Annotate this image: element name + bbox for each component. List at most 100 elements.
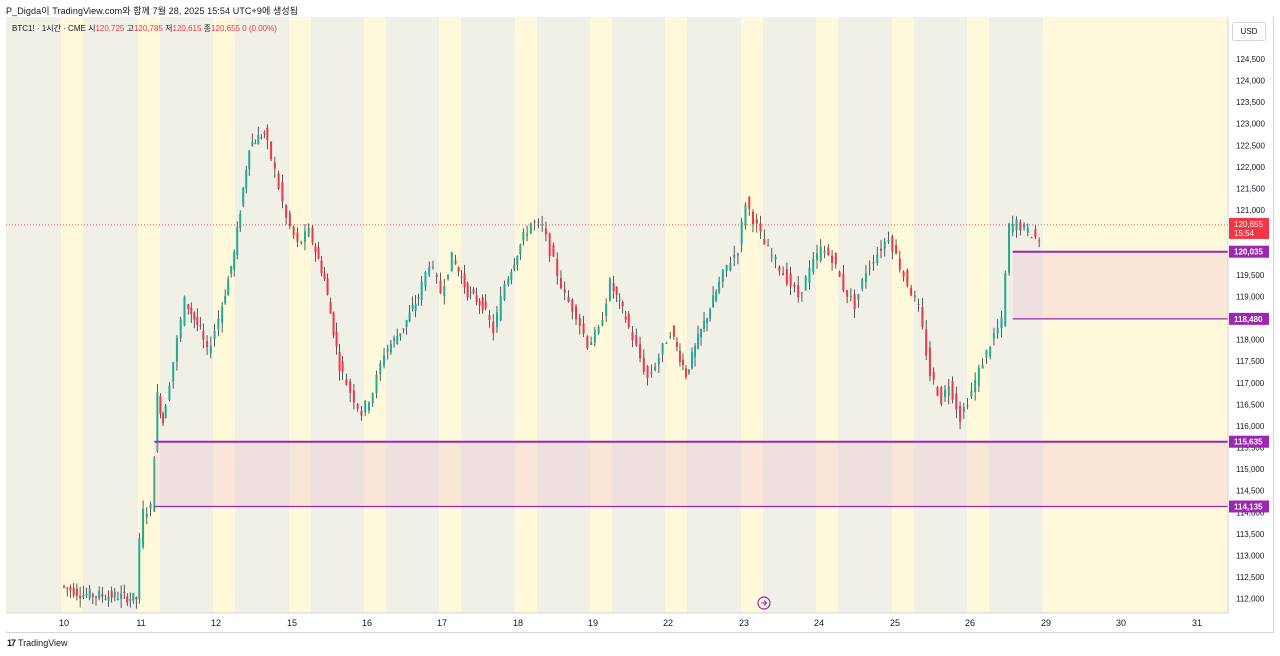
candle-body[interactable] xyxy=(627,313,630,328)
candle-body[interactable] xyxy=(292,226,295,236)
candle-body[interactable] xyxy=(472,289,475,293)
candle-body[interactable] xyxy=(654,366,657,370)
candle-body[interactable] xyxy=(642,357,645,372)
candle-body[interactable] xyxy=(469,291,472,293)
candle-body[interactable] xyxy=(239,213,242,228)
candle-body[interactable] xyxy=(970,390,973,397)
candle-body[interactable] xyxy=(925,329,928,356)
candle-body[interactable] xyxy=(499,296,502,321)
candle-body[interactable] xyxy=(454,260,457,264)
candle-body[interactable] xyxy=(389,343,392,353)
candle-body[interactable] xyxy=(582,323,585,334)
candle-body[interactable] xyxy=(516,256,519,265)
candle-body[interactable] xyxy=(715,291,718,301)
candle-body[interactable] xyxy=(838,271,841,277)
candle-body[interactable] xyxy=(383,355,386,366)
candle-body[interactable] xyxy=(804,276,807,291)
candle-body[interactable] xyxy=(254,143,257,145)
candle-body[interactable] xyxy=(187,304,190,309)
candle-body[interactable] xyxy=(248,150,251,169)
candle-body[interactable] xyxy=(303,231,306,242)
candle-body[interactable] xyxy=(729,263,732,271)
candle-body[interactable] xyxy=(367,402,370,411)
candle-body[interactable] xyxy=(895,244,898,254)
candle-body[interactable] xyxy=(375,374,378,394)
candle-body[interactable] xyxy=(709,309,712,319)
candle-body[interactable] xyxy=(332,312,335,336)
candle-body[interactable] xyxy=(522,232,525,241)
candle-body[interactable] xyxy=(352,390,355,403)
candle-body[interactable] xyxy=(913,295,916,297)
candle-body[interactable] xyxy=(428,266,431,275)
candle-body[interactable] xyxy=(113,592,116,597)
candle-body[interactable] xyxy=(789,273,792,287)
candle-body[interactable] xyxy=(928,347,931,377)
candle-body[interactable] xyxy=(402,328,405,330)
candle-body[interactable] xyxy=(1015,219,1018,231)
candle-body[interactable] xyxy=(371,393,374,403)
candle-body[interactable] xyxy=(450,251,453,272)
candle-body[interactable] xyxy=(748,197,751,209)
candle-body[interactable] xyxy=(393,337,396,341)
candle-body[interactable] xyxy=(996,327,999,334)
candle-body[interactable] xyxy=(782,273,785,276)
candle-body[interactable] xyxy=(439,280,442,294)
candle-body[interactable] xyxy=(936,387,939,396)
candle-body[interactable] xyxy=(646,366,649,379)
candle-body[interactable] xyxy=(257,134,260,145)
candle-body[interactable] xyxy=(902,271,905,277)
candle-body[interactable] xyxy=(751,211,754,225)
candle-body[interactable] xyxy=(221,306,224,324)
candle-body[interactable] xyxy=(110,590,113,598)
candle-body[interactable] xyxy=(408,312,411,322)
candle-body[interactable] xyxy=(639,344,642,359)
candle-body[interactable] xyxy=(541,224,544,226)
candle-body[interactable] xyxy=(770,255,773,257)
candle-body[interactable] xyxy=(868,267,871,270)
candle-body[interactable] xyxy=(672,325,675,337)
candle-body[interactable] xyxy=(544,228,547,235)
candle-body[interactable] xyxy=(356,404,359,409)
candle-body[interactable] xyxy=(277,173,280,189)
candle-body[interactable] xyxy=(703,320,706,329)
candle-body[interactable] xyxy=(230,266,233,274)
candle-body[interactable] xyxy=(740,221,743,245)
candle-body[interactable] xyxy=(774,256,777,260)
candle-body[interactable] xyxy=(417,297,420,299)
candle-body[interactable] xyxy=(242,187,245,206)
candle-body[interactable] xyxy=(513,264,516,270)
candle-body[interactable] xyxy=(694,345,697,358)
candle-body[interactable] xyxy=(635,335,638,346)
candle-body[interactable] xyxy=(966,405,969,407)
candle-body[interactable] xyxy=(341,361,344,372)
candle-body[interactable] xyxy=(414,303,417,311)
candle-body[interactable] xyxy=(700,329,703,338)
candle-body[interactable] xyxy=(126,596,129,603)
candlestick-chart[interactable]: 124,500 124,000 123,500 123,000 122,500 122,0… xyxy=(6,17,1272,631)
candle-body[interactable] xyxy=(812,259,815,273)
candle-body[interactable] xyxy=(921,307,924,328)
candle-body[interactable] xyxy=(335,331,338,347)
candle-body[interactable] xyxy=(475,295,478,303)
candle-body[interactable] xyxy=(597,326,600,334)
candle-body[interactable] xyxy=(98,590,101,599)
candle-body[interactable] xyxy=(273,162,276,169)
candle-body[interactable] xyxy=(526,234,529,236)
candle-body[interactable] xyxy=(199,325,202,327)
candle-body[interactable] xyxy=(224,295,227,304)
candle-body[interactable] xyxy=(883,241,886,249)
candle-body[interactable] xyxy=(675,341,678,347)
candle-body[interactable] xyxy=(75,588,78,596)
candle-body[interactable] xyxy=(797,285,800,298)
candle-body[interactable] xyxy=(296,232,299,242)
candle-body[interactable] xyxy=(834,252,837,265)
candle-body[interactable] xyxy=(503,284,506,300)
candle-body[interactable] xyxy=(846,290,849,297)
candle-body[interactable] xyxy=(552,244,555,257)
candle-body[interactable] xyxy=(736,253,739,256)
candle-body[interactable] xyxy=(989,347,992,357)
candle-body[interactable] xyxy=(533,221,536,223)
candle-body[interactable] xyxy=(1004,273,1007,326)
candle-body[interactable] xyxy=(396,335,399,345)
candle-body[interactable] xyxy=(563,289,566,293)
